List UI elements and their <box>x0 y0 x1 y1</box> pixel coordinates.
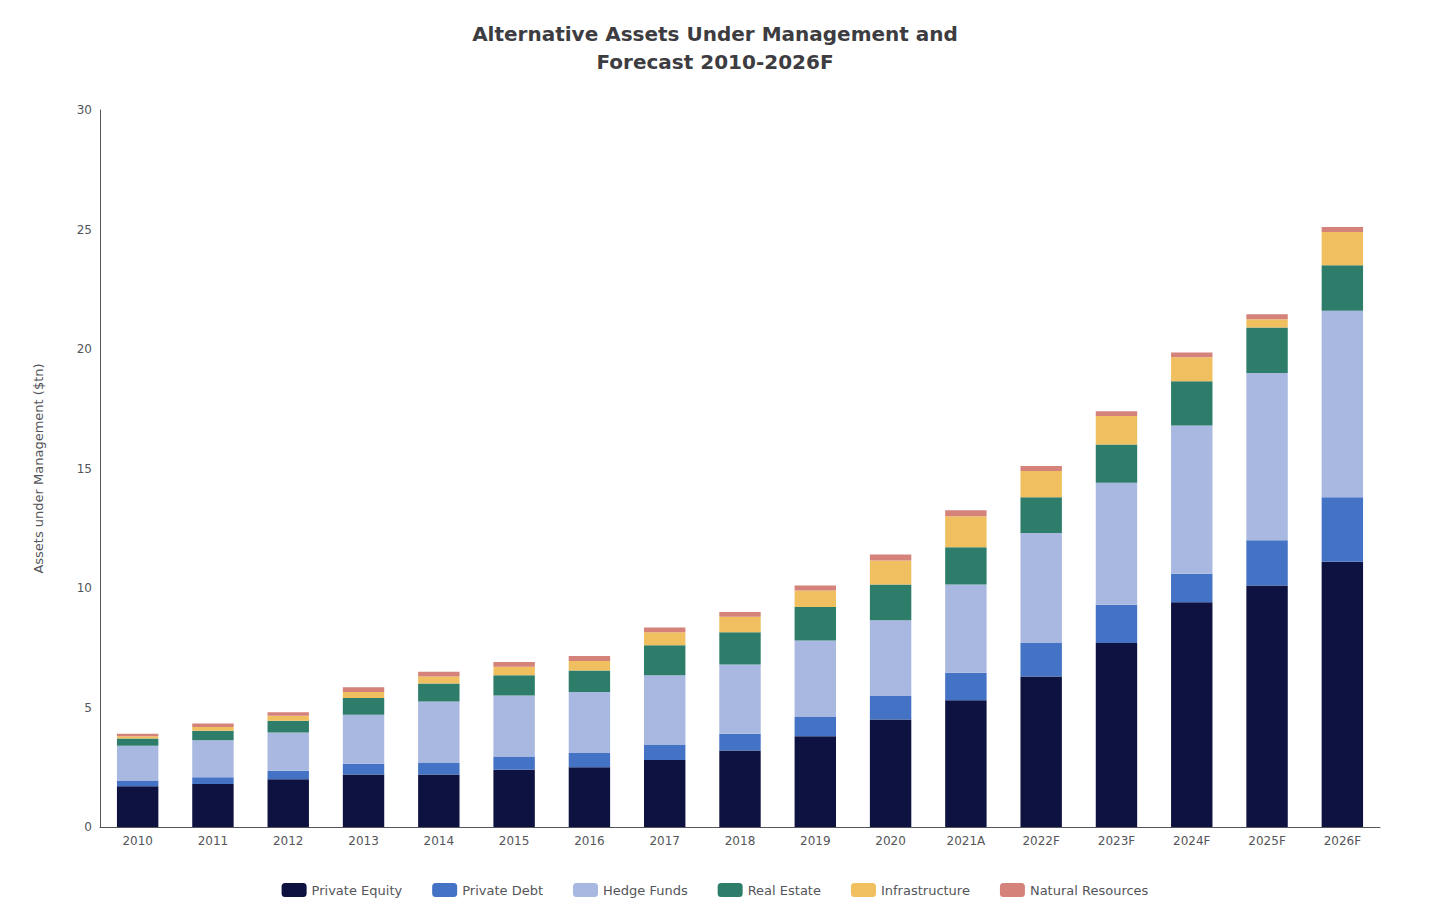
svg-text:20: 20 <box>77 342 92 356</box>
svg-text:2021A: 2021A <box>947 834 987 848</box>
svg-text:10: 10 <box>77 581 92 595</box>
svg-text:2024F: 2024F <box>1173 834 1211 848</box>
svg-text:2017: 2017 <box>649 834 680 848</box>
svg-text:2010: 2010 <box>122 834 153 848</box>
svg-text:2013: 2013 <box>348 834 379 848</box>
svg-text:Infrastructure: Infrastructure <box>881 883 970 898</box>
svg-text:5: 5 <box>84 701 92 715</box>
svg-text:2012: 2012 <box>273 834 304 848</box>
svg-text:25: 25 <box>77 223 92 237</box>
svg-text:2014: 2014 <box>424 834 455 848</box>
svg-text:0: 0 <box>84 820 92 834</box>
svg-text:2019: 2019 <box>800 834 831 848</box>
svg-text:Hedge Funds: Hedge Funds <box>603 883 688 898</box>
svg-text:Forecast 2010-2026F: Forecast 2010-2026F <box>596 50 833 74</box>
svg-text:2026F: 2026F <box>1324 834 1362 848</box>
svg-text:2016: 2016 <box>574 834 605 848</box>
svg-text:30: 30 <box>77 103 92 117</box>
svg-text:15: 15 <box>77 462 92 476</box>
svg-text:2015: 2015 <box>499 834 530 848</box>
svg-text:Private Equity: Private Equity <box>312 883 403 898</box>
svg-text:Real Estate: Real Estate <box>748 883 821 898</box>
svg-text:2011: 2011 <box>198 834 229 848</box>
svg-text:2023F: 2023F <box>1098 834 1136 848</box>
svg-text:2022F: 2022F <box>1022 834 1060 848</box>
svg-text:Natural Resources: Natural Resources <box>1030 883 1149 898</box>
svg-text:Private Debt: Private Debt <box>462 883 543 898</box>
svg-text:2020: 2020 <box>875 834 906 848</box>
svg-text:Assets under Management ($tn): Assets under Management ($tn) <box>31 363 46 573</box>
svg-text:2025F: 2025F <box>1248 834 1286 848</box>
svg-text:2018: 2018 <box>725 834 756 848</box>
svg-text:Alternative Assets Under Manag: Alternative Assets Under Management and <box>472 22 958 46</box>
